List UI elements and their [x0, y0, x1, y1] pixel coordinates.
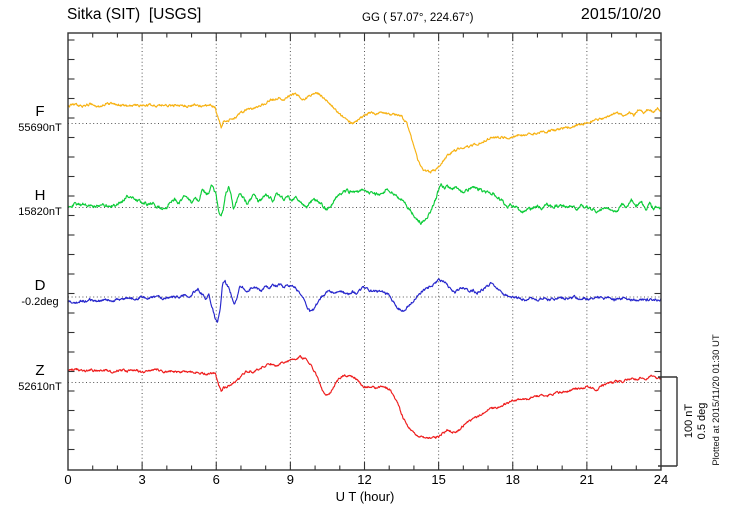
- channel-value-Z: 52610nT: [18, 381, 62, 393]
- scale-bar-label-deg: 0.5 deg: [696, 402, 708, 440]
- page-title: Sitka (SIT) [USGS]: [67, 6, 202, 23]
- channel-letter-F: F: [35, 103, 45, 120]
- scale-bar-label: 100 nT 0.5 deg: [683, 391, 711, 451]
- x-tick-label-12: 12: [357, 472, 372, 487]
- trace-Z: [67, 355, 662, 439]
- x-tick-label-0: 0: [64, 472, 72, 487]
- channel-letter-Z: Z: [35, 362, 45, 379]
- channel-label-D: D -0.2deg: [8, 277, 72, 309]
- x-axis-label: U T (hour): [335, 489, 395, 504]
- trace-D: [67, 278, 662, 323]
- x-tick-label-18: 18: [505, 472, 520, 487]
- channel-value-D: -0.2deg: [21, 296, 59, 308]
- channel-value-H: 15820nT: [18, 206, 62, 218]
- trace-F: [67, 91, 662, 174]
- channel-value-F: 55690nT: [18, 122, 62, 134]
- channel-letter-H: H: [34, 187, 46, 204]
- x-tick-label-9: 9: [286, 472, 294, 487]
- trace-H: [67, 183, 662, 225]
- plot-frame: [67, 32, 662, 471]
- scale-bar: [658, 376, 678, 467]
- gridlines: [68, 33, 661, 470]
- x-tick-label-15: 15: [431, 472, 446, 487]
- x-tick-label-3: 3: [138, 472, 146, 487]
- axis-ticks: [68, 33, 661, 470]
- x-tick-label-6: 6: [212, 472, 220, 487]
- plot-date: 2015/10/20: [580, 6, 661, 23]
- channel-label-H: H 15820nT: [8, 187, 72, 219]
- x-tick-label-24: 24: [653, 472, 669, 487]
- channel-label-F: F 55690nT: [8, 103, 72, 135]
- channel-letter-D: D: [34, 277, 46, 294]
- plotted-at-timestamp: Plotted at 2015/11/20 01:30 UT: [711, 334, 722, 466]
- geographic-coordinates: GG ( 57.07°, 224.67°): [362, 12, 474, 24]
- x-tick-label-21: 21: [579, 472, 595, 487]
- channel-label-Z: Z 52610nT: [8, 362, 72, 394]
- scale-bar-label-nt: 100 nT: [683, 403, 695, 439]
